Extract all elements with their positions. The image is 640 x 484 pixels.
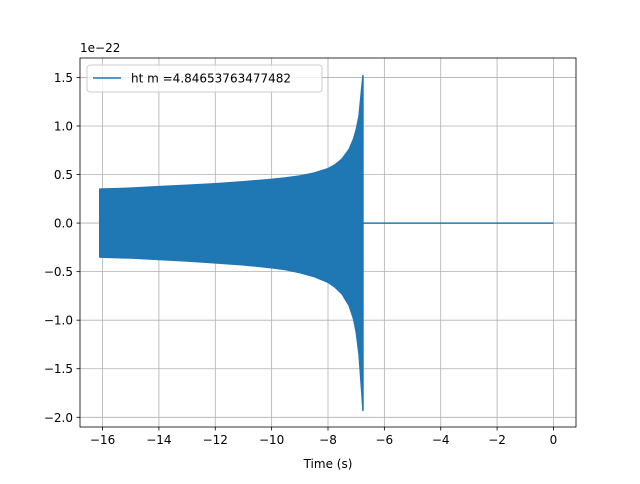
y-tick-label: −0.5	[44, 265, 73, 279]
axes: −16 −14 −12 −10 −8 −6 −4 −2 0 −2.0 −1.5 −1.0 −0.5 0.0…	[44, 57, 577, 447]
legend-frame	[86, 64, 323, 93]
x-tick-label: −6	[376, 433, 394, 447]
series-waveform	[98, 74, 364, 412]
x-tick-label: 0	[550, 433, 558, 447]
x-tick-label: −14	[146, 433, 171, 447]
y-tick-label: 1.5	[54, 71, 73, 85]
legend: ht m =4.84653763477482	[86, 64, 323, 93]
y-tick-label: 1.0	[54, 119, 73, 133]
y-tick-label: −2.0	[44, 411, 73, 425]
x-tick-label: −16	[90, 433, 115, 447]
y-tick-label: 0.5	[54, 168, 73, 182]
y-tick-label: −1.0	[44, 314, 73, 328]
x-tick-label: −4	[432, 433, 450, 447]
y-tick-label: 0.0	[54, 217, 73, 231]
x-tick-label: −8	[319, 433, 337, 447]
x-tick-label: −2	[488, 433, 506, 447]
legend-label: ht m =4.84653763477482	[131, 72, 291, 86]
x-axis-label: Time (s)	[303, 457, 353, 471]
y-axis-offset-label: 1e−22	[80, 41, 120, 55]
x-tick-label: −10	[259, 433, 284, 447]
x-tick-label: −12	[203, 433, 228, 447]
plot-area	[98, 74, 554, 412]
y-tick-label: −1.5	[44, 362, 73, 376]
